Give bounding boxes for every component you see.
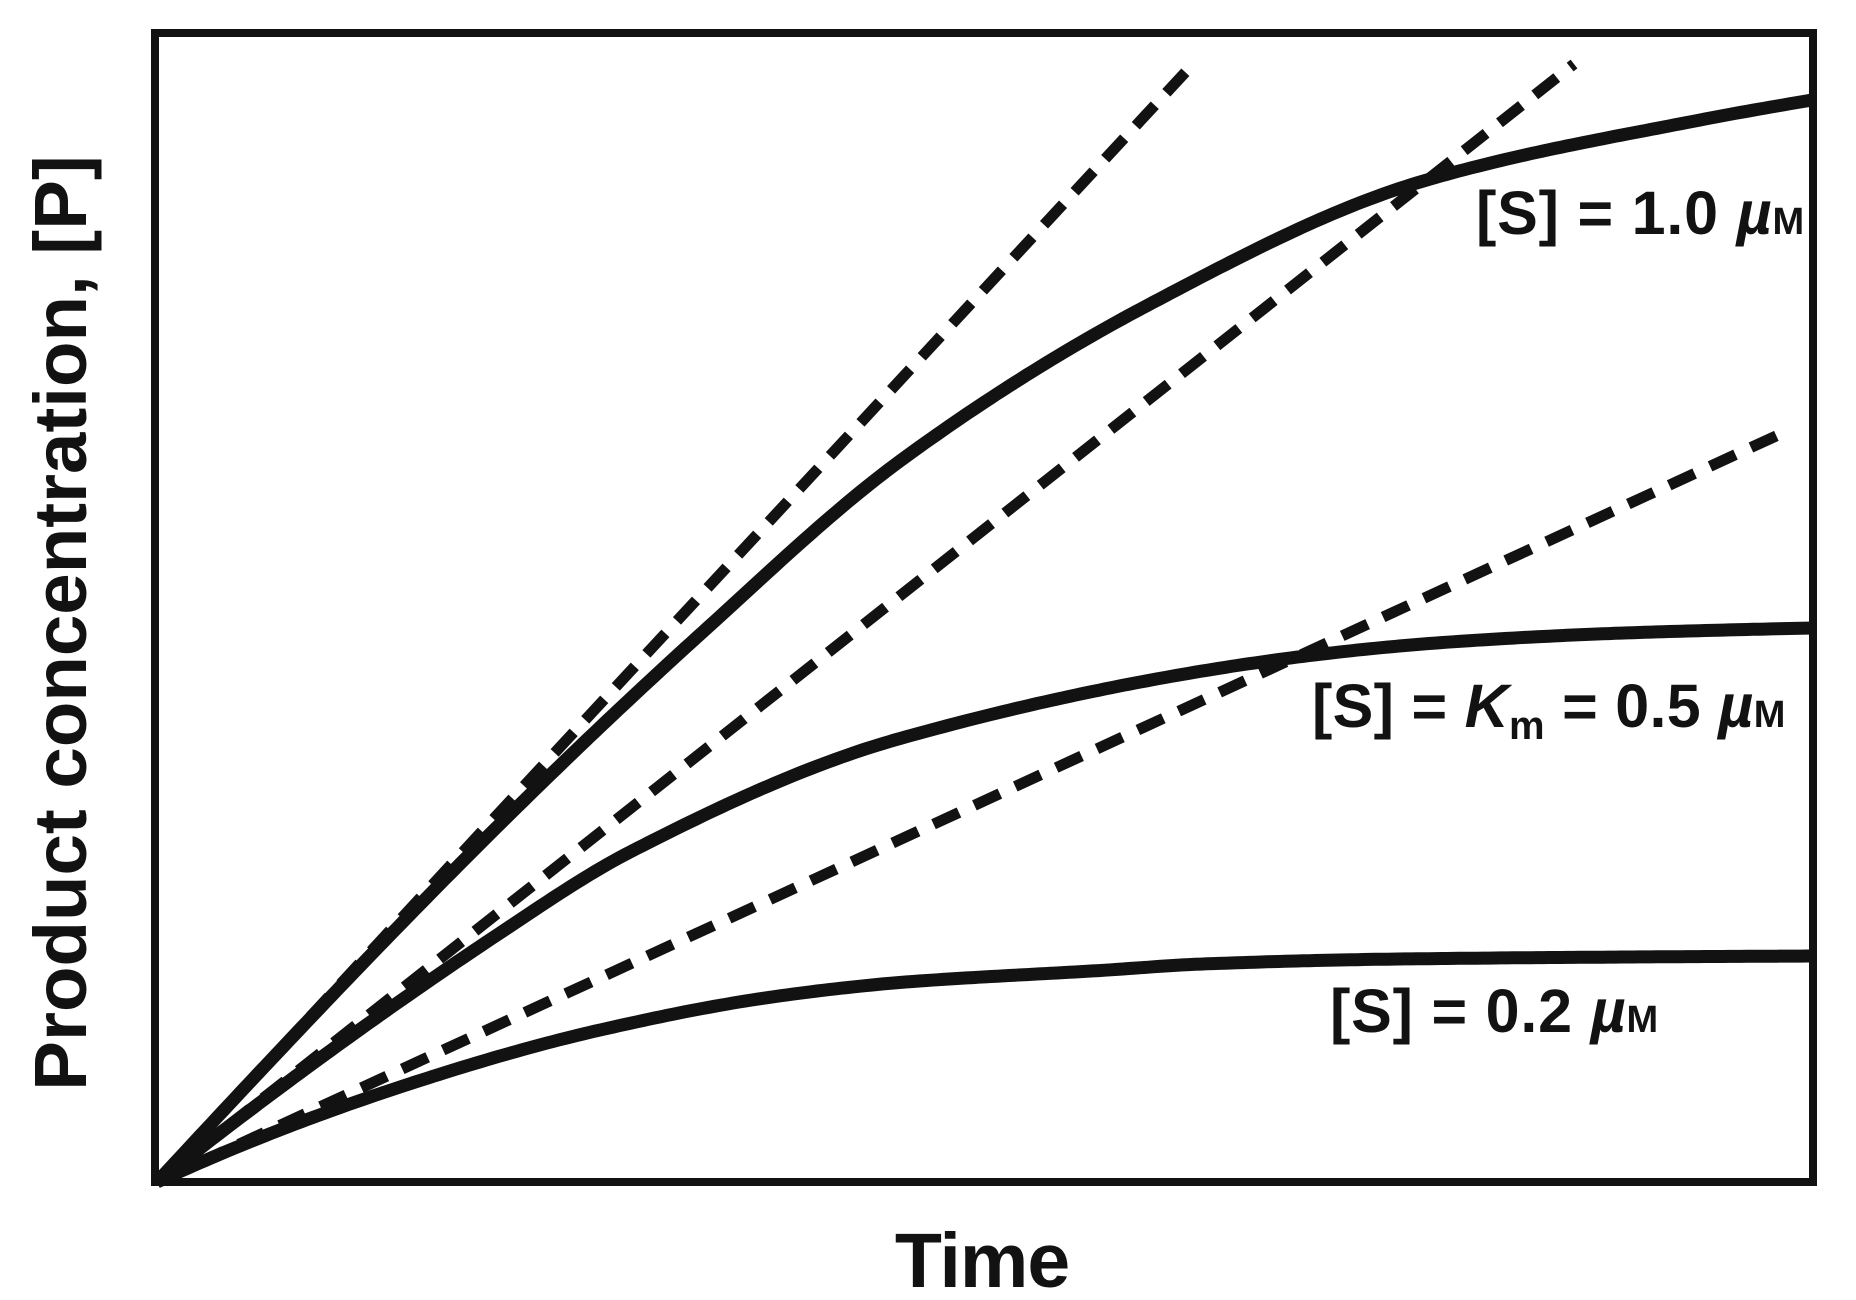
svg-text:Product concentration, [P]: Product concentration, [P] [19, 155, 102, 1090]
svg-text:[S] = Km = 0.5 µM: [S] = Km = 0.5 µM [1312, 672, 1786, 748]
svg-text:Time: Time [895, 1218, 1069, 1300]
svg-text:[S] = 0.2 µM: [S] = 0.2 µM [1330, 977, 1659, 1045]
svg-text:[S] = 1.0 µM: [S] = 1.0 µM [1476, 179, 1805, 247]
